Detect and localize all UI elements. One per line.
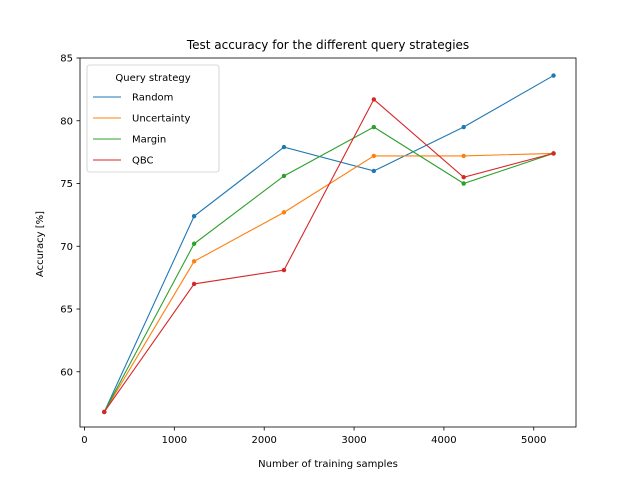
y-tick-label: 70 — [60, 242, 73, 253]
x-tick-label: 4000 — [431, 435, 456, 446]
y-tick-label: 85 — [60, 54, 73, 65]
data-point — [281, 144, 287, 150]
data-point — [102, 409, 107, 415]
y-axis: 60 65 70 75 80 85 — [60, 54, 80, 378]
x-tick-label: 1000 — [162, 435, 187, 446]
series-line — [103, 75, 554, 413]
data-point — [371, 97, 377, 102]
legend-entry-margin: Margin — [132, 135, 166, 146]
series-layer — [102, 73, 556, 415]
x-tick-label: 3000 — [341, 435, 366, 446]
data-point — [371, 153, 377, 159]
x-tick-label: 2000 — [251, 435, 276, 446]
data-point — [461, 124, 466, 130]
data-point — [281, 210, 287, 215]
data-point — [461, 175, 466, 180]
legend-title: Query strategy — [115, 73, 190, 84]
plot-area — [79, 57, 577, 428]
data-point — [371, 124, 377, 130]
legend-entry-random: Random — [132, 93, 173, 104]
x-tick-label: 0 — [81, 435, 87, 446]
data-point — [191, 213, 197, 219]
data-point — [281, 267, 287, 273]
x-axis-label: Number of training samples — [258, 459, 398, 470]
legend-entry-uncertainty: Uncertainty — [132, 114, 191, 125]
x-axis: 0 1000 2000 3000 4000 5000 — [81, 427, 546, 446]
series-line — [103, 98, 554, 413]
data-point — [551, 151, 556, 156]
legend: Query strategy Random Uncertainty Margin QBC — [86, 64, 220, 173]
legend-entry-qbc: QBC — [132, 156, 154, 167]
y-tick-label: 75 — [60, 179, 73, 190]
x-tick-label: 5000 — [521, 435, 546, 446]
y-axis-label: Accuracy [%] — [35, 211, 46, 277]
data-point — [191, 281, 197, 287]
data-point — [191, 259, 197, 264]
y-tick-label: 80 — [60, 116, 73, 127]
legend-box — [86, 64, 220, 173]
series-qbc — [102, 97, 556, 415]
data-point — [191, 241, 197, 246]
y-tick-label: 65 — [60, 305, 73, 316]
data-point — [371, 168, 377, 174]
y-tick-label: 60 — [60, 367, 73, 378]
series-line — [103, 152, 554, 413]
data-point — [461, 181, 466, 186]
series-uncertainty — [102, 151, 556, 415]
plot-frame — [79, 57, 577, 428]
series-random — [102, 73, 556, 415]
series-line — [103, 126, 554, 413]
data-point — [461, 153, 466, 159]
chart-title: Test accuracy for the different query st… — [186, 38, 469, 52]
data-point — [281, 173, 287, 179]
data-point — [551, 73, 556, 78]
